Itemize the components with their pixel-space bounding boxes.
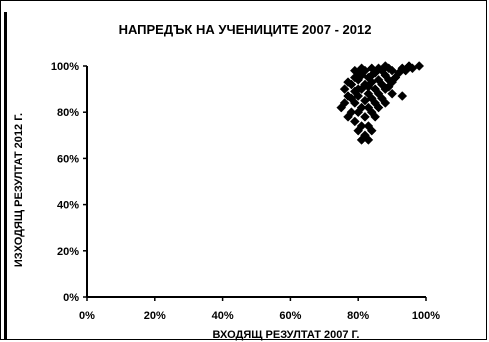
data-point [349, 98, 360, 108]
x-axis-label: ВХОДЯЩ РЕЗУЛТАТ 2007 Г. [213, 329, 360, 341]
data-point [366, 125, 377, 136]
y-tick-label: 60% [57, 153, 79, 165]
data-point [356, 102, 367, 113]
data-point [356, 121, 367, 131]
data-point [366, 70, 377, 81]
data-point [373, 102, 384, 113]
data-point [339, 84, 350, 94]
data-point [356, 63, 367, 74]
x-tick-label: 80% [347, 310, 369, 322]
tick-labels-group: 0% 20% 40% 60% 80% 100% 0% 20% 40% 60% 80% 100% [51, 61, 440, 322]
data-point [387, 88, 397, 99]
data-point [363, 135, 374, 145]
data-point [397, 91, 408, 101]
data-point [380, 98, 391, 108]
chart-title: НАПРЕДЪК НА УЧЕНИЦИТЕ 2007 - 2012 [119, 22, 372, 37]
x-tick-label: 60% [279, 310, 301, 322]
x-tick-label: 20% [144, 310, 166, 322]
data-point [370, 111, 381, 122]
y-tick-label: 100% [51, 61, 79, 73]
data-point [339, 98, 350, 108]
left-border-rule [4, 12, 7, 340]
axes-group [83, 65, 427, 301]
y-tick-label: 80% [57, 107, 79, 119]
data-point [353, 84, 364, 94]
y-tick-label: 0% [63, 292, 79, 304]
y-axis-label: ИЗХОДЯЩ РЕЗУЛТАТ 2012 Г. [13, 113, 25, 267]
data-point [349, 116, 360, 127]
data-point [383, 81, 394, 92]
x-tick-label: 100% [412, 310, 440, 322]
data-point [346, 107, 357, 118]
data-point [360, 111, 370, 122]
data-point [380, 61, 391, 71]
x-tick-label: 0% [79, 310, 95, 322]
data-point [346, 79, 357, 90]
y-tick-label: 20% [57, 246, 79, 258]
data-point [363, 81, 374, 92]
data-point [353, 91, 364, 101]
y-tick-label: 40% [57, 200, 79, 212]
data-point [414, 61, 425, 71]
data-points-group [336, 61, 425, 145]
x-tick-label: 40% [212, 310, 234, 322]
